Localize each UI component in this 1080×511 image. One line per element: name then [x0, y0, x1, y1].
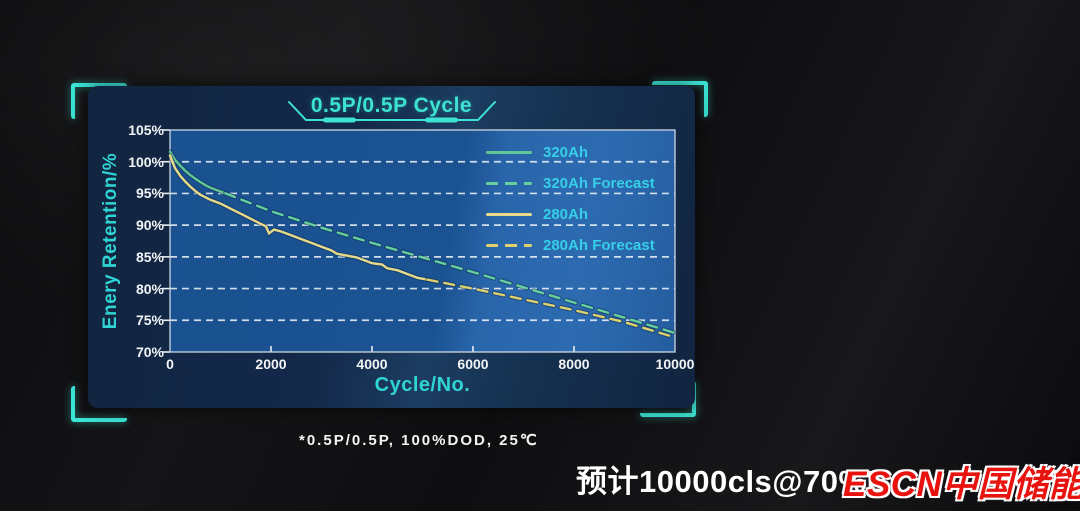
x-tick-label: 4000	[356, 356, 388, 372]
y-tick-label: 95%	[135, 185, 164, 202]
plot-area: 320Ah 320Ah Forecast 280Ah 280Ah Forecast	[162, 129, 678, 353]
y-axis-title: Enery Retention/%	[100, 152, 121, 330]
legend-item: 320Ah Forecast	[486, 173, 655, 193]
corner-bracket-bottom-left	[71, 386, 127, 422]
legend-label: 280Ah	[543, 206, 589, 224]
legend-label: 320Ah Forecast	[543, 174, 655, 192]
x-tick-label: 2000	[255, 356, 287, 372]
escn-watermark-logo: ESCN中国储能网	[843, 465, 1080, 504]
corner-bracket-top-right	[652, 81, 708, 117]
plot-svg	[162, 129, 678, 353]
y-tick-label: 105%	[128, 122, 164, 138]
legend-label: 320Ah	[543, 143, 589, 161]
legend-solid-line-swatch	[486, 213, 532, 217]
legend-item: 280Ah Forecast	[486, 236, 655, 256]
y-tick-label: 75%	[135, 312, 164, 329]
legend-item: 320Ah	[486, 142, 588, 162]
chart-panel: 0.5P/0.5P Cycle Enery Retention/% Cycle/…	[88, 86, 695, 408]
conditions-footnote: *0.5P/0.5P, 100%DOD, 25℃	[299, 432, 539, 449]
x-tick-label: 0	[166, 356, 174, 372]
corner-bracket-top-left	[71, 83, 127, 119]
legend-solid-line-swatch	[486, 150, 532, 154]
x-tick-label: 6000	[457, 356, 489, 372]
y-tick-label: 80%	[135, 280, 164, 297]
x-tick-label: 10000	[655, 356, 695, 372]
legend-label: 280Ah Forecast	[543, 237, 655, 255]
forecast-caption: 预计10000cls@70%E	[576, 464, 888, 499]
y-tick-label: 85%	[135, 248, 164, 265]
x-tick-label: 8000	[558, 356, 590, 372]
legend-dashed-line-swatch	[486, 181, 532, 185]
legend-dashed-line-swatch	[486, 244, 532, 248]
y-tick-label: 100%	[128, 153, 164, 170]
legend-item: 280Ah	[486, 205, 588, 225]
x-axis-title: Cycle/No.	[374, 374, 471, 396]
y-tick-label: 90%	[135, 217, 164, 234]
title-underline-decoration	[287, 101, 496, 123]
y-tick-label: 70%	[135, 344, 164, 360]
chart-title: 0.5P/0.5P Cycle	[310, 94, 473, 117]
